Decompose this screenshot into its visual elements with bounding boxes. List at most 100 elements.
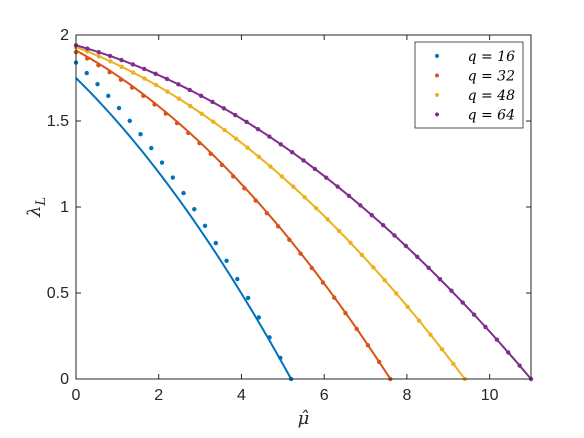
- series-point: [289, 150, 295, 155]
- series-point: [298, 251, 303, 256]
- series-point: [108, 59, 113, 64]
- series-point: [129, 85, 135, 90]
- series-point: [320, 280, 326, 285]
- series-point: [224, 258, 229, 263]
- series-point: [268, 164, 273, 169]
- x-axis-label: μ̂: [298, 408, 310, 429]
- series-point: [208, 151, 213, 157]
- series-point: [96, 54, 102, 59]
- y-tick-label: 2: [60, 27, 69, 44]
- series-point: [116, 105, 122, 111]
- series-point: [428, 332, 433, 337]
- series-point: [130, 70, 136, 75]
- series-point: [202, 223, 208, 229]
- series-point: [449, 288, 454, 293]
- series-point: [348, 240, 353, 245]
- legend-marker: •: [433, 108, 441, 124]
- series-point: [142, 76, 147, 81]
- series-point: [380, 222, 386, 228]
- series-point: [174, 120, 180, 126]
- series-point: [197, 140, 202, 146]
- series-point: [186, 130, 191, 136]
- series-point: [517, 363, 522, 368]
- series-point: [159, 160, 165, 165]
- series-point: [301, 158, 306, 163]
- series-point: [141, 93, 146, 99]
- series-point: [181, 190, 186, 196]
- series-3: [73, 44, 468, 382]
- series-point: [313, 205, 319, 211]
- series-point: [165, 89, 170, 94]
- series-point: [437, 276, 443, 282]
- series-point: [275, 224, 281, 229]
- series-point: [130, 62, 136, 67]
- series-1: [73, 60, 294, 382]
- legend: • q = 16 • q = 32 • q = 48 • q = 64: [414, 41, 524, 129]
- series-point: [365, 343, 371, 348]
- legend-label: q = 48: [468, 88, 516, 104]
- series-point: [343, 310, 348, 316]
- series-2: [73, 49, 393, 382]
- x-tick-label: 8: [402, 387, 411, 404]
- series-point: [85, 56, 90, 61]
- series-point: [392, 233, 397, 238]
- series-point: [235, 276, 240, 282]
- series-point: [494, 337, 500, 342]
- legend-label: q = 32: [468, 69, 516, 85]
- legend-label: q = 64: [468, 108, 515, 124]
- series-point: [335, 184, 340, 189]
- series-point: [96, 62, 101, 68]
- series-point: [460, 300, 465, 305]
- series-point: [405, 304, 410, 310]
- series-point: [107, 70, 112, 75]
- series-point: [219, 162, 225, 168]
- series-point: [153, 71, 158, 77]
- series-point: [278, 355, 283, 361]
- series-point: [471, 312, 477, 317]
- series-point: [359, 252, 365, 258]
- series-point: [152, 102, 157, 107]
- series-point: [221, 106, 227, 111]
- series-point: [264, 211, 270, 216]
- series-point: [119, 64, 124, 70]
- legend-marker: •: [433, 88, 441, 104]
- series-point: [336, 228, 342, 234]
- series-point: [210, 99, 215, 105]
- series-point: [170, 175, 175, 180]
- series-point: [506, 350, 511, 355]
- legend-label: q = 16: [468, 49, 516, 65]
- series-point: [255, 126, 261, 132]
- legend-entry: • q = 64: [433, 108, 515, 124]
- series-point: [415, 254, 420, 259]
- series-point: [426, 265, 431, 271]
- series-point: [211, 119, 216, 124]
- series-point: [439, 346, 445, 352]
- series-point: [192, 206, 197, 212]
- x-tick-label: 2: [154, 387, 163, 404]
- series-point: [118, 77, 124, 82]
- series-point: [346, 193, 352, 199]
- series-point: [230, 174, 236, 179]
- series-point: [96, 49, 101, 55]
- series-point: [138, 132, 143, 137]
- series-layer: [73, 43, 534, 382]
- x-tick-label: 10: [481, 387, 499, 404]
- series-point: [394, 291, 399, 296]
- series-point: [127, 118, 132, 124]
- series-point: [198, 93, 204, 99]
- legend-box: [414, 41, 524, 129]
- series-point: [279, 174, 285, 179]
- series-point: [245, 145, 250, 150]
- series-point: [119, 57, 124, 63]
- series-point: [358, 203, 363, 208]
- series-point: [267, 335, 272, 340]
- series-point: [188, 103, 193, 109]
- series-point: [222, 127, 227, 133]
- series-point: [233, 112, 238, 118]
- series-point: [291, 184, 296, 189]
- series-point: [403, 243, 409, 249]
- series-point: [176, 82, 181, 87]
- legend-entry: • q = 48: [433, 88, 515, 104]
- series-point: [451, 361, 456, 367]
- series-point: [213, 240, 219, 246]
